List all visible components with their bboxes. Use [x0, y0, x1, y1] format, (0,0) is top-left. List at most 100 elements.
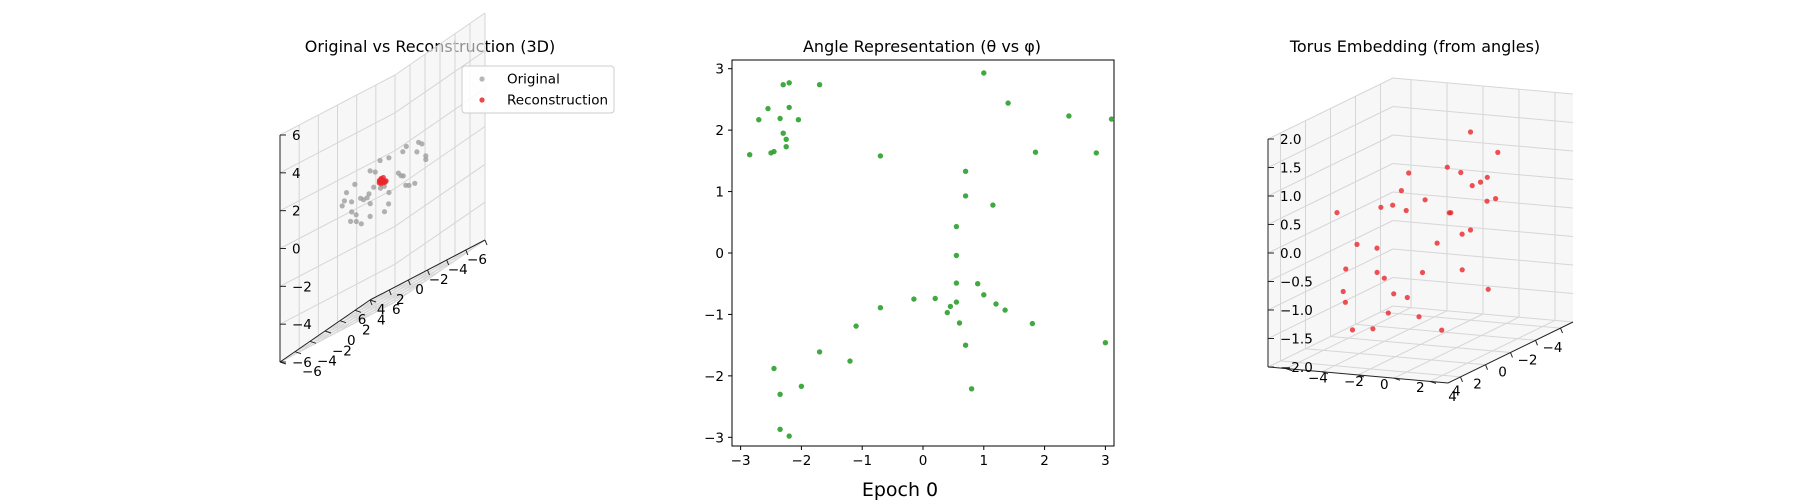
- panel-3-gridline-y: [1357, 313, 1484, 376]
- panel-3-point-series: [1390, 202, 1396, 208]
- panel-2-point: [768, 150, 774, 156]
- panel-1-gridline-y: [309, 280, 426, 342]
- panel-2-point: [911, 296, 917, 302]
- panel-2-point: [953, 280, 960, 286]
- panel-3-x-tick-label: 0: [1498, 365, 1507, 381]
- panel-1-x-tick-label: −4: [448, 262, 468, 278]
- panel-2-point: [771, 365, 777, 372]
- panel-3-gridline-y: [1285, 307, 1412, 370]
- panel-3-gridline-y: [1393, 316, 1520, 379]
- panel-1-gridline-z: [279, 263, 396, 325]
- panel-1-y-tick-label: 2: [362, 323, 371, 339]
- panel-2-point: [981, 70, 987, 76]
- panel-3-y-tick: [1393, 377, 1401, 381]
- panel-3-gridline-z: [1267, 134, 1394, 197]
- panel-1-point-original: [367, 201, 373, 207]
- panel-3-gridline-z: [1267, 191, 1394, 254]
- panel-1-x-tick: [446, 259, 450, 266]
- panel-2-point: [783, 136, 789, 142]
- panel-1-y-tick-label: −6: [302, 364, 322, 380]
- panel-1-point-original: [343, 190, 350, 196]
- panel-3-gridline-z: [1392, 277, 1574, 294]
- panel-3-x-tick-label: −4: [1543, 340, 1563, 356]
- panel-2-x-tick-label: −2: [791, 453, 811, 469]
- panel-1-point-original: [412, 180, 418, 186]
- panel-2-point: [786, 104, 792, 111]
- panel-1-y-tick-label: 0: [347, 333, 356, 349]
- panel-1-point-original: [367, 213, 373, 219]
- panel-3-point-series: [1404, 294, 1410, 301]
- panel-3-gridline-z: [1392, 220, 1574, 237]
- panel-3-point-series: [1398, 188, 1404, 194]
- legend-frame: [461, 65, 615, 114]
- panel-2-point: [877, 305, 884, 311]
- figure-suptitle: Epoch 0: [862, 479, 938, 500]
- panel-1-z-tick-label: 0: [292, 242, 301, 258]
- panel-1-gridline-z: [279, 188, 396, 249]
- panel-2-x-tick-label: −3: [731, 453, 751, 469]
- panel-1-point-original: [398, 173, 404, 179]
- panel-3-gridline-z: [1392, 134, 1574, 152]
- panel-1-point-reconstruction: [380, 174, 386, 181]
- panel-2-point: [777, 115, 783, 122]
- panel-2-point: [780, 130, 786, 136]
- panel-3-y-tick-label: −2: [1344, 374, 1364, 390]
- panel-3-point-series: [1354, 241, 1360, 247]
- panel-1-x-tick: [484, 239, 488, 246]
- panel-2-point: [798, 383, 805, 389]
- panel-3-z-tick-label: −2.0: [1280, 360, 1313, 376]
- panel-2-point: [947, 303, 954, 310]
- panel-1-gridline-z: [279, 74, 396, 136]
- panel-1-gridline-z: [394, 126, 486, 189]
- panel-2-point: [944, 309, 950, 316]
- panel-1-point-original: [353, 212, 359, 218]
- panel-3-point-series: [1485, 286, 1491, 292]
- panel-3-point-series: [1469, 183, 1475, 189]
- panel-2-point: [765, 105, 771, 112]
- panel-1-x-tick-label: −6: [467, 252, 487, 268]
- panel-2-point: [786, 80, 792, 86]
- panel-3-x-tick: [1460, 376, 1463, 383]
- panel-3-gridline-z: [1392, 191, 1574, 209]
- panel-1-point-original: [403, 143, 409, 149]
- panel-3-point-series: [1378, 204, 1384, 210]
- panel-2-point: [1029, 320, 1036, 327]
- panel-1-point-original: [371, 184, 377, 190]
- panel-1-y-tick: [309, 340, 317, 344]
- panel-3-x-tick: [1485, 364, 1488, 370]
- panel-1-x-tick-label: 0: [415, 282, 424, 298]
- panel-2-point: [1032, 149, 1039, 155]
- panel-3-point-series: [1459, 267, 1465, 273]
- panel-1-gridline-z: [279, 150, 396, 212]
- panel-3-gridline-z: [1267, 277, 1394, 339]
- panel-3-gridline-z: [1267, 248, 1394, 311]
- panel-3-point-series: [1484, 198, 1490, 204]
- panel-3-x-tick-label: −2: [1518, 352, 1538, 368]
- panel-3-z-tick-label: −1.5: [1280, 332, 1313, 348]
- legend-label-original: Original: [507, 72, 560, 88]
- panel-2-point: [786, 433, 792, 439]
- panel-1-y-tick: [339, 320, 347, 324]
- panel-1-gridline-z: [279, 112, 396, 174]
- panel-1-point-original: [414, 149, 420, 155]
- panel-1-point-original: [366, 191, 372, 197]
- panel-2-y-tick-label: 3: [715, 62, 724, 78]
- panel-2-point: [816, 82, 823, 88]
- panel-3-gridline-z: [1392, 106, 1574, 123]
- panel-2-point: [953, 223, 960, 230]
- panel-1-x-tick: [427, 269, 430, 276]
- panel-1-gridline-y: [324, 270, 441, 332]
- panel-1-title: Original vs Reconstruction (3D): [305, 37, 555, 56]
- panel-1-point-original: [349, 199, 355, 205]
- panel-1-point-original: [352, 181, 358, 187]
- panel-2-y-tick-label: 2: [715, 123, 724, 139]
- panel-1-gridline-y: [354, 249, 471, 311]
- panel-1-point-original: [358, 195, 364, 201]
- panel-1-y-tick: [294, 351, 302, 355]
- panel-3-y-tick: [1321, 371, 1329, 375]
- panel-2-point: [962, 342, 969, 348]
- panel-1-point-original: [386, 155, 392, 161]
